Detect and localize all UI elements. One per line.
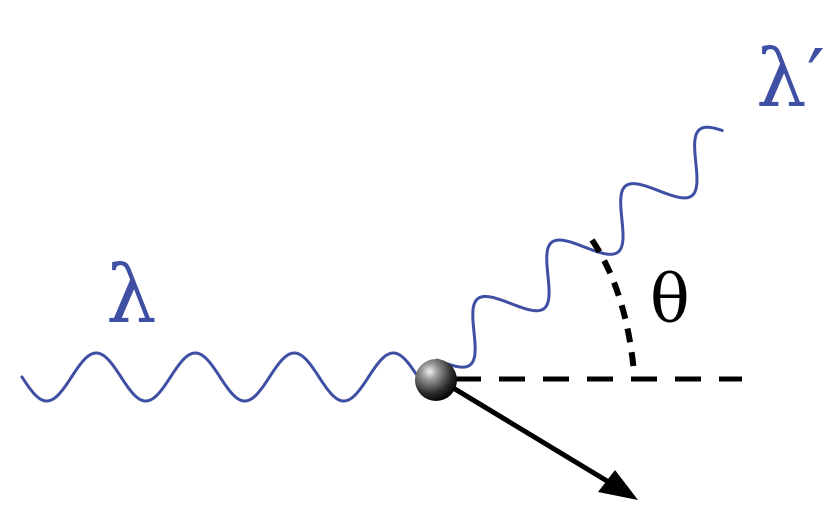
- scattering-angle-label: θ: [650, 261, 690, 338]
- recoil-electron-arrow-line: [438, 377, 614, 487]
- scattered-photon-wave: [435, 125, 724, 369]
- electron-sphere: [415, 359, 457, 401]
- incident-photon-wave: [20, 351, 420, 403]
- recoil-electron-arrowhead: [598, 470, 638, 500]
- incident-wavelength-label: λ: [106, 248, 157, 341]
- angle-arc: [589, 238, 637, 373]
- scattered-wavelength-label: λ′: [756, 32, 825, 125]
